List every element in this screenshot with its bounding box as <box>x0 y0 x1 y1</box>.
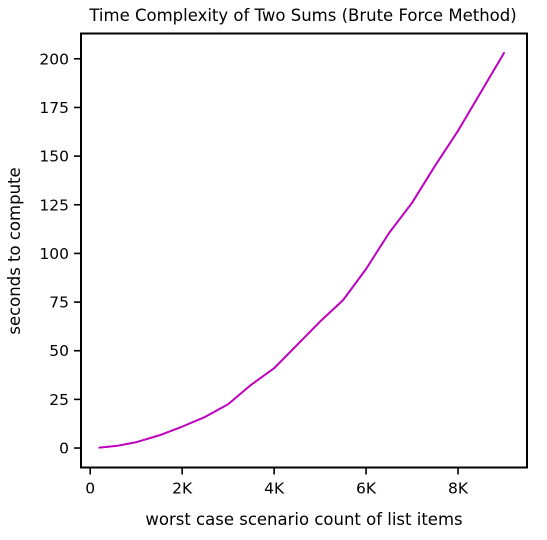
x-tick-label: 0 <box>85 480 95 498</box>
x-axis: 0 2K 4K 6K 8K <box>85 467 469 498</box>
y-tick-label: 50 <box>49 342 69 360</box>
series-line-0 <box>98 51 506 449</box>
x-axis-label: worst case scenario count of list items <box>145 510 462 529</box>
y-tick-label: 100 <box>39 245 69 263</box>
y-tick-label: 0 <box>59 440 69 458</box>
x-tick-label: 2K <box>172 480 193 498</box>
y-axis: 0 25 50 75 100 125 150 175 200 <box>39 50 81 458</box>
x-tick-label: 6K <box>356 480 377 498</box>
y-tick-label: 125 <box>39 196 69 214</box>
series-layer <box>98 51 506 449</box>
x-tick-label: 4K <box>264 480 285 498</box>
x-tick-label: 8K <box>448 480 469 498</box>
y-tick-label: 200 <box>39 50 69 68</box>
chart-title: Time Complexity of Two Sums (Brute Force… <box>88 6 516 25</box>
y-tick-label: 175 <box>39 99 69 117</box>
y-tick-label: 150 <box>39 148 69 166</box>
y-tick-label: 75 <box>49 294 69 312</box>
plot-frame <box>80 32 528 469</box>
y-tick-label: 25 <box>49 391 69 409</box>
y-axis-label: seconds to compute <box>5 167 24 334</box>
